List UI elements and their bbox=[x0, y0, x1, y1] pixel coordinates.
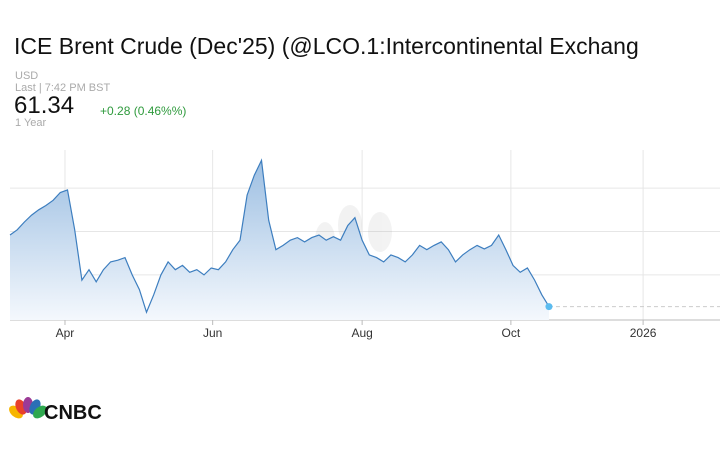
x-tick-label: Oct bbox=[502, 326, 521, 340]
x-tick-label: Apr bbox=[56, 326, 75, 340]
title: ICE Brent Crude (Dec'25) (@LCO.1:Interco… bbox=[14, 33, 639, 59]
last-time: Last | 7:42 PM BST bbox=[15, 82, 111, 94]
x-tick-label: Jun bbox=[203, 326, 222, 340]
area bbox=[10, 160, 549, 320]
price: 61.34 bbox=[14, 92, 75, 119]
line bbox=[9, 158, 550, 314]
last-point bbox=[545, 303, 553, 311]
currency: USD bbox=[15, 70, 39, 82]
logo-text: CNBC bbox=[44, 402, 102, 424]
x-tick-label: Aug bbox=[351, 326, 372, 340]
range: 1 Year bbox=[15, 117, 47, 129]
change: +0.28 (0.46%%) bbox=[100, 104, 187, 118]
x-tick-label: 2026 bbox=[630, 326, 657, 340]
logo: CNBC bbox=[9, 397, 102, 424]
